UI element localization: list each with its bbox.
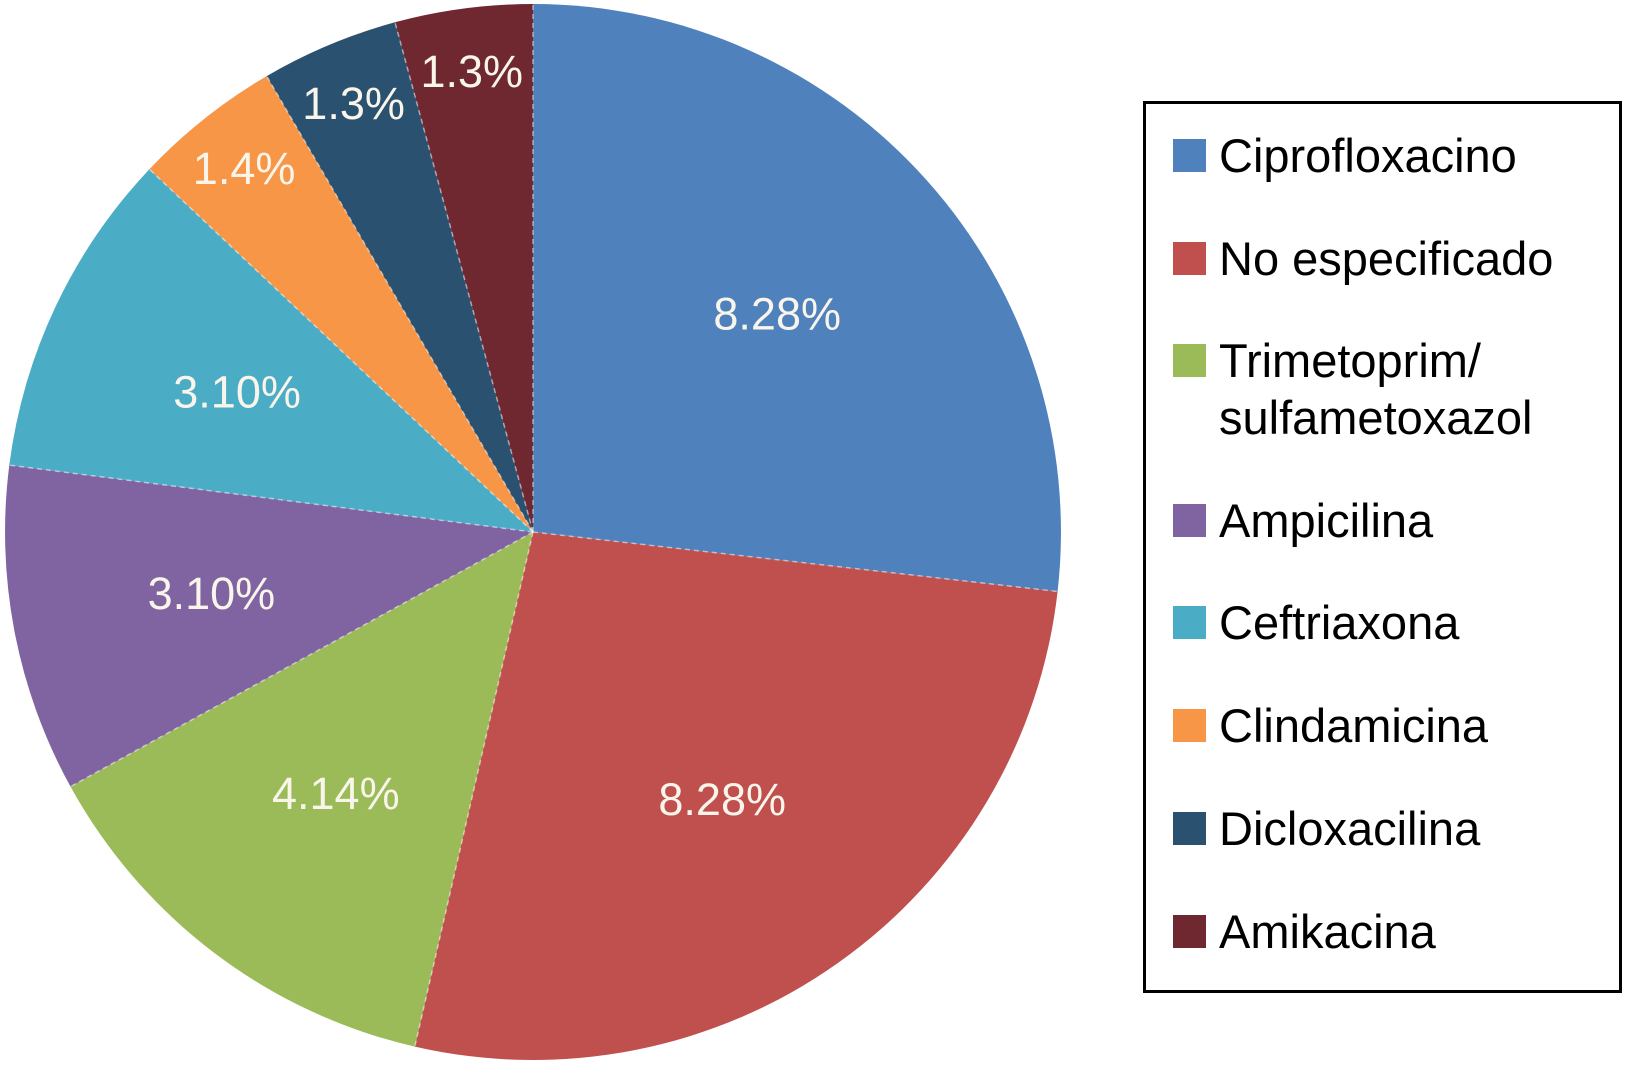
pie-slice-3 [5,465,534,787]
pie-slice-7 [395,3,533,533]
legend-label-2: Trimetoprim/ sulfametoxazol [1219,334,1533,444]
slice-label-7: 1.3% [421,46,524,97]
slice-separator-5 [148,168,534,533]
legend: Ciprofloxacino No especificado Trimetoprim… [1143,101,1622,993]
legend-swatch-icon [1173,811,1206,845]
legend-item-5: Clindamicina [1173,698,1611,754]
pie-slice-6 [266,22,533,533]
slice-separator-1 [532,531,1058,593]
legend-label-7: Amikacina [1219,904,1436,958]
legend-label-3: Ampicilina [1219,493,1434,547]
legend-swatch-icon [1173,709,1206,743]
legend-item-4: Ceftriaxona [1173,595,1611,651]
legend-item-7: Amikacina [1173,904,1611,960]
slice-label-2: 4.14% [272,768,400,819]
legend-item-3: Ampicilina [1173,493,1611,549]
legend-swatch-icon [1173,344,1206,378]
slice-separator-3 [70,531,534,788]
slice-separator-2 [414,531,534,1047]
legend-item-1: No especificado [1173,231,1611,287]
legend-item-0: Ciprofloxacino [1173,128,1611,184]
legend-label-6: Dicloxacilina [1219,801,1481,855]
slice-label-1: 8.28% [658,774,786,825]
pie-slice-5 [149,76,533,532]
pie-chart: 8.28%8.28%4.14%3.10%3.10%1.4%1.3%1.3% [5,3,1061,1060]
slice-label-3: 3.10% [148,568,276,619]
slice-separator-4 [9,464,534,533]
slice-label-0: 8.28% [713,289,841,340]
pie-slice-4 [9,169,534,532]
legend-item-2: Trimetoprim/ sulfametoxazol [1173,333,1611,446]
legend-swatch-icon [1173,606,1206,640]
slice-separator-7 [394,22,534,533]
slice-label-6: 1.3% [302,78,405,129]
legend-swatch-icon [1173,503,1206,537]
pie-slice-2 [70,532,533,1047]
pie-slice-1 [414,532,1058,1060]
slice-separator-6 [266,75,534,533]
legend-item-6: Dicloxacilina [1173,801,1611,857]
legend-swatch-icon [1173,139,1206,172]
slice-label-4: 3.10% [173,367,301,418]
legend-label-0: Ciprofloxacino [1219,129,1517,182]
legend-swatch-icon [1173,241,1206,275]
legend-label-5: Clindamicina [1219,699,1489,753]
legend-swatch-icon [1173,914,1206,948]
legend-label-1: No especificado [1219,231,1554,285]
pie-slice-0 [533,4,1061,592]
slice-label-5: 1.4% [193,143,296,194]
legend-label-4: Ceftriaxona [1219,596,1460,650]
